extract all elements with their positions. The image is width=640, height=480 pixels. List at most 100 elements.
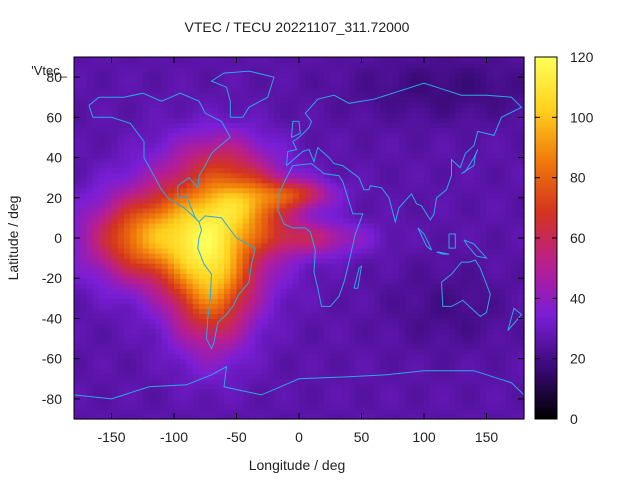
heatmap-cell [130,413,138,420]
heatmap-cell [174,388,181,395]
heatmap-cell [155,72,163,78]
heatmap-cell [499,338,506,345]
heatmap-cell [136,333,144,340]
heatmap-cell [186,303,194,309]
heatmap-cell [255,378,263,385]
heatmap-cell [249,383,256,390]
heatmap-cell [149,308,156,315]
heatmap-cell [236,338,244,345]
heatmap-cell [386,112,394,118]
heatmap-cell [399,207,406,214]
heatmap-cell [374,408,381,415]
heatmap-cell [192,132,200,139]
heatmap-cell [417,413,425,420]
heatmap-cell [111,152,119,159]
heatmap-cell [217,57,225,63]
heatmap-cell [455,147,463,154]
heatmap-cell [249,363,256,370]
heatmap-cell [411,132,419,139]
heatmap-cell [174,167,181,174]
heatmap-cell [249,192,256,199]
heatmap-cell [155,238,163,244]
heatmap-cell [205,127,213,134]
heatmap-cell [186,157,194,164]
heatmap-cell [136,122,144,128]
heatmap-cell [99,383,106,390]
heatmap-cell [311,67,319,73]
heatmap-cell [405,192,413,199]
heatmap-cell [311,182,319,189]
heatmap-cell [186,72,194,78]
heatmap-cell [442,278,450,284]
heatmap-cell [142,177,150,184]
heatmap-cell [349,268,356,274]
heatmap-cell [455,187,463,194]
heatmap-cell [161,263,169,269]
heatmap-cell [436,122,444,128]
heatmap-cell [117,413,125,420]
heatmap-cell [274,67,281,73]
heatmap-cell [324,358,331,365]
heatmap-cell [499,238,506,244]
heatmap-cell [230,167,238,174]
heatmap-cell [486,207,494,214]
heatmap-cell [405,117,413,123]
heatmap-cell [505,338,513,345]
heatmap-cell [492,358,500,365]
heatmap-cell [299,333,306,340]
heatmap-cell [424,413,431,420]
heatmap-cell [211,413,219,420]
heatmap-cell [261,122,269,128]
heatmap-cell [180,197,188,204]
heatmap-cell [374,273,381,279]
heatmap-cell [474,403,481,410]
heatmap-cell [92,398,100,405]
heatmap-cell [367,388,375,395]
heatmap-cell [230,67,238,73]
heatmap-cell [374,162,381,169]
heatmap-cell [392,97,400,103]
heatmap-cell [242,298,250,304]
heatmap-cell [217,408,225,415]
heatmap-cell [205,413,213,420]
heatmap-cell [474,122,481,128]
heatmap-cell [342,253,350,259]
heatmap-cell [267,348,275,355]
heatmap-cell [455,92,463,98]
heatmap-cell [411,82,419,88]
heatmap-cell [111,398,119,405]
heatmap-cell [236,348,244,355]
heatmap-cell [161,232,169,239]
heatmap-cell [292,87,300,93]
heatmap-cell [280,338,288,345]
heatmap-cell [205,253,213,259]
heatmap-cell [342,328,350,335]
heatmap-cell [480,328,488,335]
heatmap-cell [317,187,325,194]
heatmap-cell [174,212,181,219]
heatmap-cell [349,278,356,284]
heatmap-cell [105,187,113,194]
heatmap-cell [480,408,488,415]
heatmap-cell [386,132,394,139]
heatmap-cell [192,172,200,179]
heatmap-cell [324,273,331,279]
heatmap-cell [361,162,369,169]
heatmap-cell [192,112,200,118]
heatmap-cell [86,288,94,294]
heatmap-cell [205,378,213,385]
heatmap-cell [211,353,219,360]
heatmap-cell [486,403,494,410]
heatmap-cell [230,97,238,103]
heatmap-cell [224,112,231,118]
heatmap-cell [80,77,88,83]
heatmap-cell [442,403,450,410]
heatmap-cell [117,222,125,229]
heatmap-cell [236,288,244,294]
heatmap-cell [217,192,225,199]
heatmap-cell [292,283,300,289]
heatmap-cell [86,152,94,159]
heatmap-cell [267,122,275,128]
heatmap-cell [336,217,344,224]
heatmap-cell [274,258,281,264]
